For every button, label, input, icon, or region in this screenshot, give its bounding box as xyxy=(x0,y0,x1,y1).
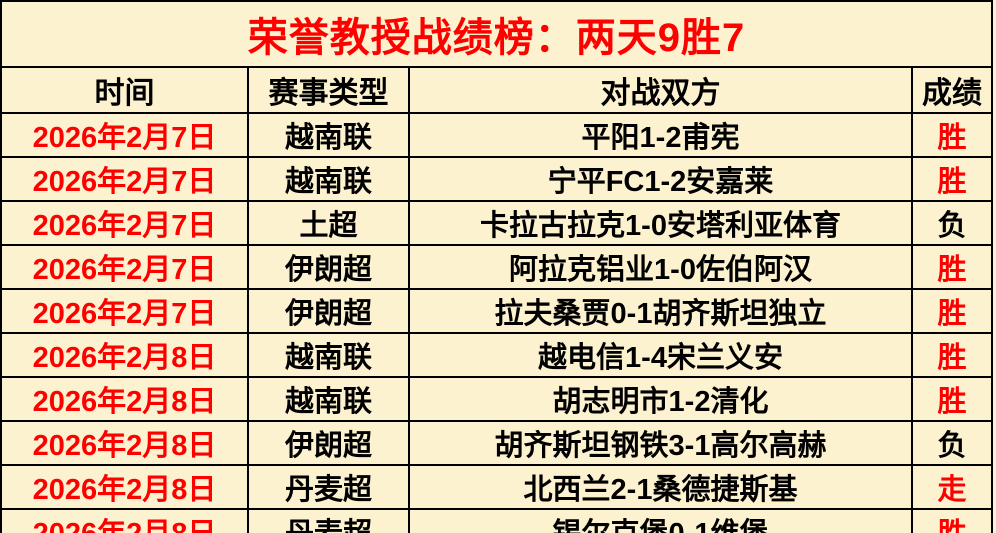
date-cell: 2026年2月7日 xyxy=(0,288,249,334)
result-cell: 胜 xyxy=(911,156,993,202)
league-cell: 越南联 xyxy=(247,332,410,378)
table-row: 2026年2月8日 越南联 胡志明市1-2清化 胜 xyxy=(0,376,993,422)
date-cell: 2026年2月8日 xyxy=(0,464,249,510)
match-cell: 越电信1-4宋兰义安 xyxy=(408,332,913,378)
date-cell: 2026年2月8日 xyxy=(0,376,249,422)
league-cell: 土超 xyxy=(247,200,410,246)
table-row: 2026年2月7日 越南联 宁平FC1-2安嘉莱 胜 xyxy=(0,156,993,202)
table-header-row: 时间 赛事类型 对战双方 成绩 xyxy=(0,66,993,114)
result-cell: 负 xyxy=(911,200,993,246)
match-cell: 胡志明市1-2清化 xyxy=(408,376,913,422)
result-cell: 胜 xyxy=(911,508,993,533)
result-cell: 胜 xyxy=(911,288,993,334)
table-row: 2026年2月8日 越南联 越电信1-4宋兰义安 胜 xyxy=(0,332,993,378)
column-header-match: 对战双方 xyxy=(408,66,913,114)
match-cell: 宁平FC1-2安嘉莱 xyxy=(408,156,913,202)
table-row: 2026年2月7日 土超 卡拉古拉克1-0安塔利亚体育 负 xyxy=(0,200,993,246)
league-cell: 越南联 xyxy=(247,112,410,158)
match-cell: 阿拉克铝业1-0佐伯阿汉 xyxy=(408,244,913,290)
league-cell: 丹麦超 xyxy=(247,464,410,510)
match-cell: 锡尔克堡0-1维堡 xyxy=(408,508,913,533)
league-cell: 伊朗超 xyxy=(247,288,410,334)
table-row: 2026年2月8日 丹麦超 北西兰2-1桑德捷斯基 走 xyxy=(0,464,993,510)
result-cell: 胜 xyxy=(911,244,993,290)
table-row: 2026年2月8日 伊朗超 胡齐斯坦钢铁3-1高尔高赫 负 xyxy=(0,420,993,466)
league-cell: 越南联 xyxy=(247,156,410,202)
table-row: 2026年2月7日 越南联 平阳1-2甫宪 胜 xyxy=(0,112,993,158)
column-header-time: 时间 xyxy=(0,66,249,114)
date-cell: 2026年2月8日 xyxy=(0,332,249,378)
table-row: 2026年2月8日 丹麦超 锡尔克堡0-1维堡 胜 xyxy=(0,508,993,533)
column-header-league: 赛事类型 xyxy=(247,66,410,114)
result-cell: 胜 xyxy=(911,112,993,158)
date-cell: 2026年2月7日 xyxy=(0,156,249,202)
league-cell: 伊朗超 xyxy=(247,244,410,290)
league-cell: 伊朗超 xyxy=(247,420,410,466)
match-cell: 卡拉古拉克1-0安塔利亚体育 xyxy=(408,200,913,246)
column-header-result: 成绩 xyxy=(911,66,993,114)
league-cell: 越南联 xyxy=(247,376,410,422)
page-title: 荣誉教授战绩榜：两天9胜7 xyxy=(0,0,993,68)
date-cell: 2026年2月7日 xyxy=(0,200,249,246)
result-cell: 胜 xyxy=(911,376,993,422)
table-row: 2026年2月7日 伊朗超 拉夫桑贾0-1胡齐斯坦独立 胜 xyxy=(0,288,993,334)
match-cell: 拉夫桑贾0-1胡齐斯坦独立 xyxy=(408,288,913,334)
league-cell: 丹麦超 xyxy=(247,508,410,533)
title-row: 荣誉教授战绩榜：两天9胜7 xyxy=(0,0,993,68)
result-cell: 负 xyxy=(911,420,993,466)
result-cell: 胜 xyxy=(911,332,993,378)
result-cell: 走 xyxy=(911,464,993,510)
table-row: 2026年2月7日 伊朗超 阿拉克铝业1-0佐伯阿汉 胜 xyxy=(0,244,993,290)
match-cell: 胡齐斯坦钢铁3-1高尔高赫 xyxy=(408,420,913,466)
date-cell: 2026年2月7日 xyxy=(0,244,249,290)
match-cell: 北西兰2-1桑德捷斯基 xyxy=(408,464,913,510)
date-cell: 2026年2月8日 xyxy=(0,508,249,533)
date-cell: 2026年2月7日 xyxy=(0,112,249,158)
match-cell: 平阳1-2甫宪 xyxy=(408,112,913,158)
date-cell: 2026年2月8日 xyxy=(0,420,249,466)
